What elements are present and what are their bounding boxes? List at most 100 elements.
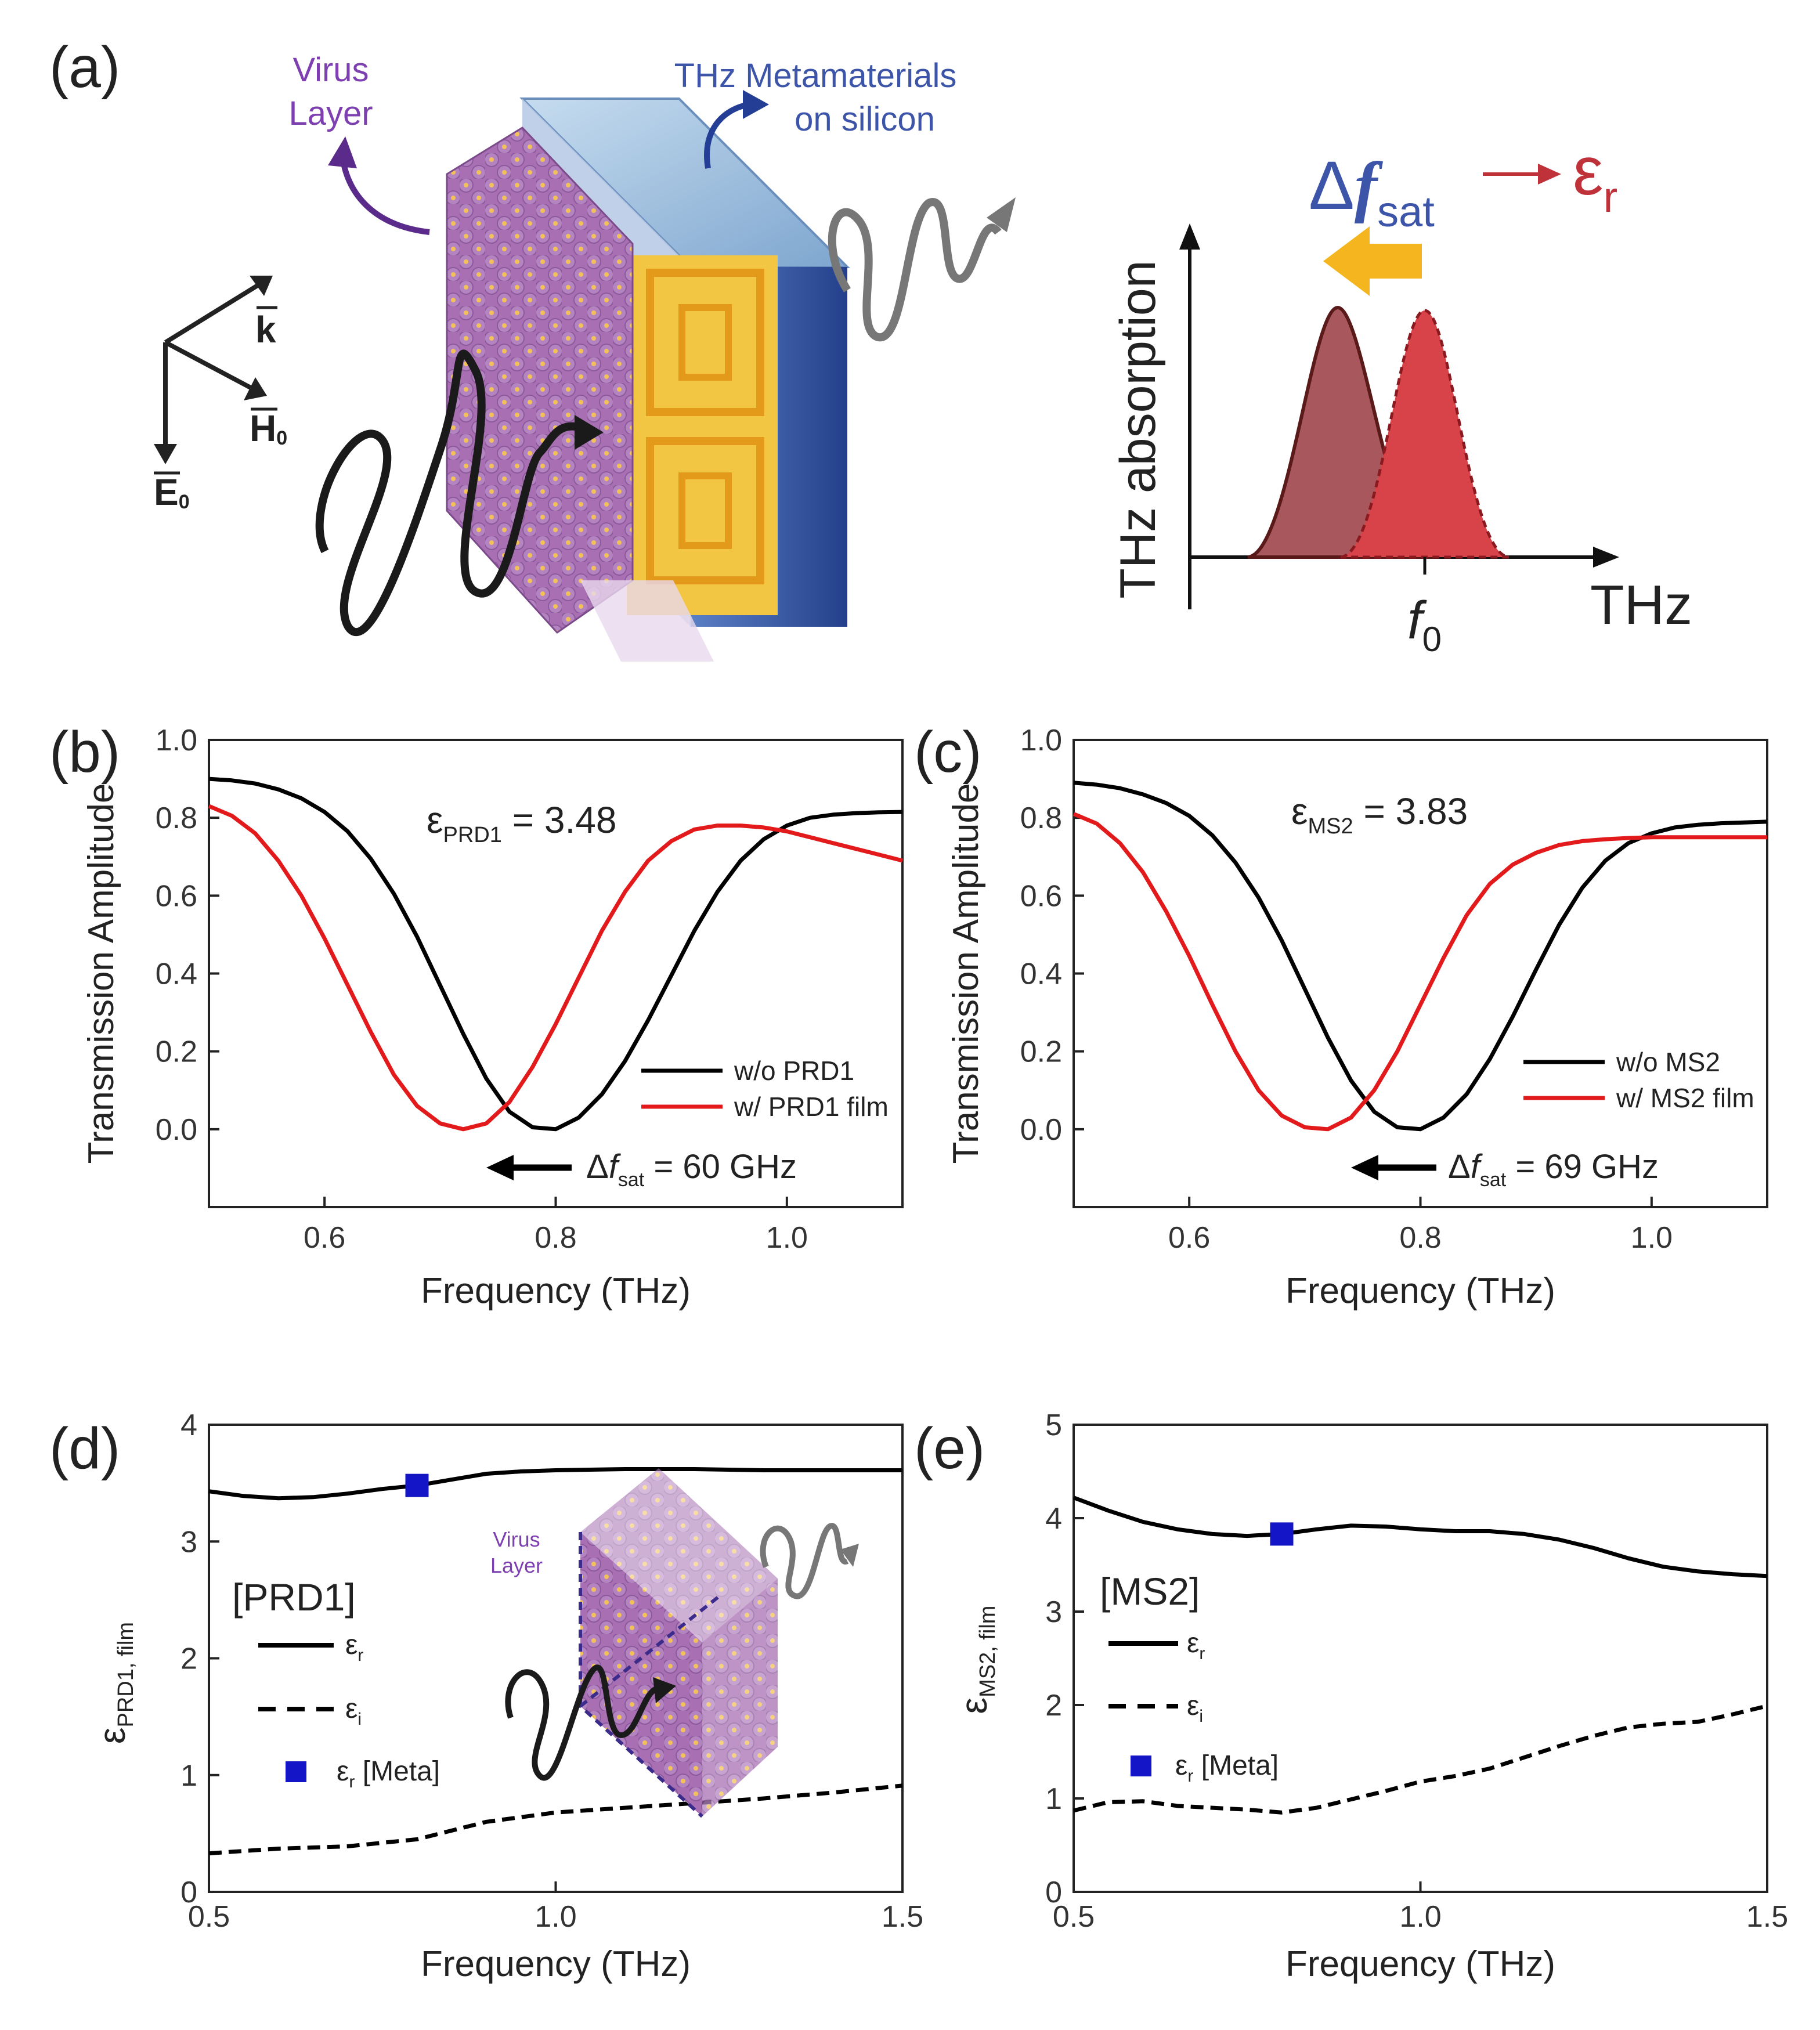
incident-wave — [315, 349, 588, 636]
plot-d-ytick-label: 3 — [180, 1525, 197, 1559]
plot-d-series-1 — [208, 1783, 903, 1856]
plot-b-annotation-eps: εPRD1 = 3.48 — [427, 799, 616, 847]
schematic-xlabel: THz — [1590, 574, 1692, 636]
panel-d-label: (d) — [49, 1416, 120, 1481]
eps-r-label: εr — [1573, 133, 1617, 221]
eps-arrowhead — [1538, 164, 1561, 185]
plot-e-series-0 — [1072, 1496, 1768, 1579]
plot-c-ytick-label: 0.2 — [1020, 1035, 1062, 1069]
plot-d-xtick-label: 0.5 — [188, 1900, 230, 1934]
plot-e-ytick-label: 2 — [1045, 1689, 1062, 1722]
panel-e-label: (e) — [914, 1416, 985, 1481]
schematic-x-arrowhead — [1593, 547, 1619, 568]
axis-h-label: H0 — [250, 407, 287, 449]
plot-b-shift-arrowhead — [486, 1155, 514, 1180]
plot-c-series-1 — [1072, 812, 1767, 1132]
legend-e-meta-marker — [1131, 1756, 1151, 1776]
f0-label: f0 — [1407, 591, 1442, 659]
virus-layer-arrow — [340, 156, 430, 235]
plot-e-ytick-label: 3 — [1045, 1595, 1062, 1629]
schematic-y-arrowhead — [1179, 223, 1200, 250]
panel-b-label: (b) — [49, 720, 120, 785]
plot-c-ytick-label: 0.0 — [1020, 1113, 1062, 1147]
plot-c-series-0 — [1073, 781, 1768, 1132]
plot-b-ytick-label: 1.0 — [156, 724, 197, 757]
shift-arrow — [1323, 226, 1422, 296]
plot-b-series-0 — [208, 776, 903, 1132]
plot-c-ytick-label: 1.0 — [1020, 724, 1062, 757]
plot-c-legend-label-1: w/ MS2 film — [1616, 1083, 1754, 1113]
virus-layer-arrowhead — [328, 136, 357, 168]
axis-k-label: k — [255, 309, 276, 351]
plot-c-annotation-shift: Δfsat = 69 GHz — [1448, 1148, 1659, 1191]
plot-b-ytick-label: 0.6 — [156, 879, 197, 913]
plot-d-ytick-label: 2 — [180, 1642, 197, 1676]
panel-d: (d) 0.5 1.0 1.5 0 1 2 3 4 Frequency (THz) εPRD1,… — [49, 1408, 923, 1984]
metamaterial-label-2: on silicon — [795, 100, 935, 138]
panel-b: (b) 0.6 0.8 1.0 0.0 0.2 0.4 0.6 0.8 1.0 Frequency… — [49, 720, 904, 1311]
plot-d-ytick-label: 1 — [180, 1759, 197, 1793]
plot-b-xtick-label: 0.8 — [535, 1221, 576, 1255]
plot-c-ytick-label: 0.4 — [1020, 958, 1062, 991]
plot-d-xlabel: Frequency (THz) — [421, 1944, 691, 1984]
plot-d-xtick-label: 1.0 — [535, 1900, 576, 1934]
legend-d-meta-marker — [286, 1761, 306, 1782]
virus-layer-label-2: Layer — [288, 95, 373, 132]
plot-e-xtick-label: 0.5 — [1053, 1900, 1095, 1934]
panel-c: (c) 0.6 0.8 1.0 0.0 0.2 0.4 0.6 0.8 1.0 Frequency… — [914, 720, 1768, 1311]
plot-e-xtick-label: 1.0 — [1399, 1900, 1441, 1934]
legend-d-ei-label: εi — [345, 1693, 362, 1729]
plot-b-xtick-label: 0.6 — [304, 1221, 345, 1255]
plot-e-ytick-label: 0 — [1045, 1876, 1062, 1909]
plot-d-ylabel: εPRD1, film — [91, 1622, 138, 1744]
plot-b-ylabel: Transmission Amplitude — [81, 783, 121, 1164]
virus-layer-label-1: Virus — [292, 51, 369, 89]
plot-b-annotation-shift: Δfsat = 60 GHz — [586, 1148, 797, 1191]
legend-e-er-label: εr — [1187, 1628, 1205, 1663]
axis-e-label: E0 — [154, 471, 190, 513]
plot-b-ytick-label: 0.8 — [156, 801, 197, 835]
plot-c-xtick-label: 0.6 — [1168, 1221, 1210, 1255]
plot-d-series-0 — [208, 1467, 902, 1501]
plot-b-ytick-label: 0.2 — [156, 1035, 197, 1069]
coordinate-axes — [163, 279, 266, 453]
plot-e-ytick-label: 4 — [1045, 1502, 1062, 1536]
transmitted-wave — [828, 198, 1002, 342]
metamaterial-arrow — [704, 102, 750, 169]
incident-wave-arrowhead — [575, 415, 604, 450]
original-peak — [1340, 309, 1510, 559]
plot-c-shift-arrowhead — [1351, 1155, 1378, 1180]
delta-f-sat-label: Δfsat — [1309, 147, 1435, 236]
plot-e-plot-area: 0.5 1.0 1.5 0 1 2 3 4 5 Frequency (THz) — [1045, 1408, 1788, 1984]
plot-b-xlabel: Frequency (THz) — [421, 1271, 691, 1311]
plot-c-xtick-label: 1.0 — [1631, 1221, 1673, 1255]
plot-d-xtick-label: 1.5 — [882, 1900, 923, 1934]
plot-c-xtick-label: 0.8 — [1399, 1221, 1441, 1255]
plot-b-legend-label-1: w/ PRD1 film — [734, 1092, 889, 1122]
plot-c-xlabel: Frequency (THz) — [1285, 1271, 1555, 1311]
plot-c-plot-area: 0.6 0.8 1.0 0.0 0.2 0.4 0.6 0.8 1.0 Frequency (TH… — [946, 724, 1768, 1311]
plot-c-ytick-label: 0.6 — [1020, 879, 1062, 913]
gold-resonator-array — [627, 255, 778, 615]
schematic-ylabel: THz absorption — [1110, 260, 1166, 598]
transmitted-wave-arrowhead — [987, 197, 1016, 232]
plot-b-xtick-label: 1.0 — [766, 1221, 808, 1255]
plot-e-group-label: [MS2] — [1100, 1570, 1200, 1613]
plot-b-series-1 — [208, 804, 903, 1132]
legend-e-meta-label: εr [Meta] — [1175, 1750, 1279, 1786]
inset-virus-cube — [505, 1468, 859, 1818]
plot-b-plot-area: 0.6 0.8 1.0 0.0 0.2 0.4 0.6 0.8 1.0 Frequency (TH… — [81, 724, 904, 1311]
e-arrowhead — [154, 444, 177, 464]
plot-b-ytick-label: 0.4 — [156, 958, 197, 991]
plot-d-legend: [PRD1] εr εi εr [Meta] — [232, 1576, 440, 1791]
plot-d-plot-area: 0.5 1.0 1.5 0 1 2 3 4 Frequency (THz) — [180, 1408, 923, 1984]
plot-d-group-label: [PRD1] — [232, 1576, 356, 1619]
panel-e: (e) 0.5 1.0 1.5 0 1 2 3 4 5 Frequency (THz) εMS2,… — [914, 1408, 1788, 1984]
plot-c-ylabel: Transmission Amplitude — [946, 783, 986, 1164]
plot-b-legend-label-0: w/o PRD1 — [734, 1056, 854, 1086]
plot-d-ytick-label: 4 — [180, 1408, 197, 1442]
virus-layer — [446, 127, 714, 662]
absorption-schematic: THz absorption THz f0 Δfsat εr — [1110, 133, 1692, 659]
panel-a-label: (a) — [49, 35, 120, 100]
